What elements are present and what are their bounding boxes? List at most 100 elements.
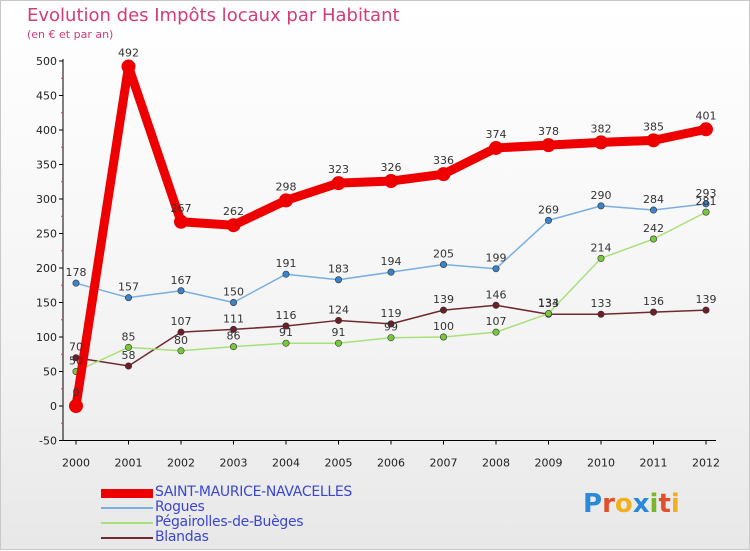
data-label: 323 (328, 163, 349, 176)
data-label: 107 (486, 315, 507, 328)
legend-swatch (101, 507, 153, 509)
data-point (334, 316, 342, 324)
logo-letter: i (649, 489, 659, 519)
data-label: 492 (118, 47, 139, 60)
data-label: 139 (433, 293, 454, 306)
data-label: 133 (538, 297, 559, 310)
data-point (177, 347, 185, 355)
legend-label: Rogues (155, 499, 205, 515)
series-lines (69, 59, 713, 413)
data-label: 146 (486, 288, 507, 301)
chart-title: Evolution des Impôts locaux par Habitant (27, 5, 400, 26)
series-line-1 (75, 203, 707, 304)
data-label: 116 (276, 309, 297, 322)
data-label: 290 (591, 189, 612, 202)
data-label: 378 (538, 125, 559, 138)
data-point (649, 206, 657, 214)
logo-letter: r (602, 489, 615, 519)
data-label: 262 (223, 205, 244, 218)
data-label: 336 (433, 154, 454, 167)
data-point (226, 218, 241, 233)
data-point (387, 268, 395, 276)
data-label: 183 (328, 263, 349, 276)
data-point (282, 322, 290, 330)
data-point (492, 265, 500, 273)
x-tick-label: 2012 (692, 457, 720, 470)
data-label: 133 (591, 297, 612, 310)
data-label: 134 (538, 297, 559, 310)
data-point (436, 167, 451, 182)
data-point (439, 261, 447, 269)
y-tick-label: 300 (36, 193, 57, 206)
x-tick-label: 2006 (377, 457, 405, 470)
data-point (282, 270, 290, 278)
data-point (121, 59, 136, 74)
x-tick-label: 2005 (325, 457, 353, 470)
data-label: 107 (171, 315, 192, 328)
data-label: 80 (174, 334, 188, 347)
data-point (69, 399, 83, 413)
logo-letter: i (670, 489, 680, 519)
data-point (230, 298, 238, 306)
data-label: 50 (69, 355, 83, 368)
legend-item: SAINT-MAURICE-NAVACELLES (101, 484, 401, 501)
legend-item: Blandas (101, 529, 401, 546)
data-labels: 0 492 267 262 298 323 326 336 374 378 382 385 401 178… (66, 47, 717, 399)
legend-swatch (101, 522, 153, 524)
legend-item: Rogues (101, 499, 401, 516)
data-point (597, 310, 605, 318)
data-label: 86 (227, 330, 241, 343)
data-label: 167 (171, 274, 192, 287)
data-label: 139 (696, 293, 717, 306)
data-point (334, 339, 342, 347)
data-point (597, 254, 605, 262)
x-tick-label: 2011 (640, 457, 668, 470)
y-tick-label: 50 (43, 366, 57, 379)
y-tick-label: 450 (36, 90, 57, 103)
legend-swatch (101, 489, 153, 498)
x-tick-label: 2001 (115, 457, 143, 470)
legend-label: Blandas (155, 529, 209, 545)
data-label: 157 (118, 281, 139, 294)
data-point (125, 362, 133, 370)
data-point (279, 193, 293, 208)
data-point (702, 208, 710, 216)
data-label: 281 (696, 195, 717, 208)
data-label: 326 (381, 161, 402, 174)
data-label: 191 (276, 257, 297, 270)
data-point (174, 214, 188, 229)
data-point (649, 235, 657, 243)
x-tick-label: 2009 (535, 457, 563, 470)
legend-item: Pégairolles-de-Buèges (101, 514, 401, 531)
data-point (334, 276, 342, 284)
data-label: 58 (122, 349, 136, 362)
data-label: 214 (591, 241, 612, 254)
data-point (177, 328, 185, 336)
data-label: 194 (381, 255, 402, 268)
data-label: 119 (381, 307, 402, 320)
data-label: 298 (276, 180, 297, 193)
data-label: 382 (591, 122, 612, 135)
y-tick-label: 400 (36, 124, 57, 137)
data-point (646, 133, 661, 148)
data-point (489, 140, 503, 155)
proxiti-logo: Proxiti (583, 489, 680, 519)
data-point (387, 334, 395, 342)
data-label: 293 (696, 187, 717, 200)
x-tick-label: 2000 (62, 457, 90, 470)
data-point (230, 343, 238, 351)
data-label: 136 (643, 295, 664, 308)
data-point (699, 122, 713, 137)
y-tick-label: 500 (36, 55, 57, 68)
data-label: 284 (643, 193, 664, 206)
data-label: 70 (69, 341, 83, 354)
data-label: 91 (279, 326, 293, 339)
data-point (702, 306, 710, 314)
data-point (331, 176, 346, 191)
x-tick-label: 2010 (587, 457, 615, 470)
y-tick-label: 200 (36, 262, 57, 275)
data-point (649, 308, 657, 316)
data-point (541, 138, 556, 153)
data-label: 150 (223, 286, 244, 299)
